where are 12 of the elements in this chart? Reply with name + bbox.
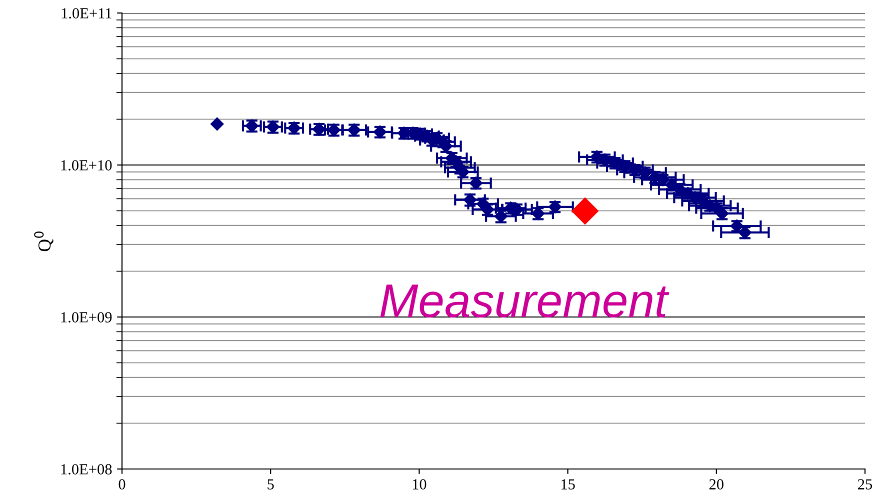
y-tick-label: 1.0E+10 bbox=[61, 160, 112, 171]
annotation: Measurement bbox=[380, 284, 670, 318]
x-tick-label: 10 bbox=[412, 479, 426, 490]
x-tick-label: 5 bbox=[268, 479, 274, 490]
x-tick-label: 20 bbox=[709, 479, 724, 490]
y-tick-label: 1.0E+09 bbox=[61, 312, 112, 323]
y-axis-title: Q$^{0}$ bbox=[34, 232, 54, 252]
x-tick-label: 25 bbox=[858, 479, 872, 490]
x-tick-label: 0 bbox=[118, 479, 126, 490]
x-tick-label: 15 bbox=[562, 479, 575, 490]
y-tick-label: 1.0E+08 bbox=[61, 464, 112, 475]
y-tick-label: 1.0E+11 bbox=[62, 8, 112, 19]
